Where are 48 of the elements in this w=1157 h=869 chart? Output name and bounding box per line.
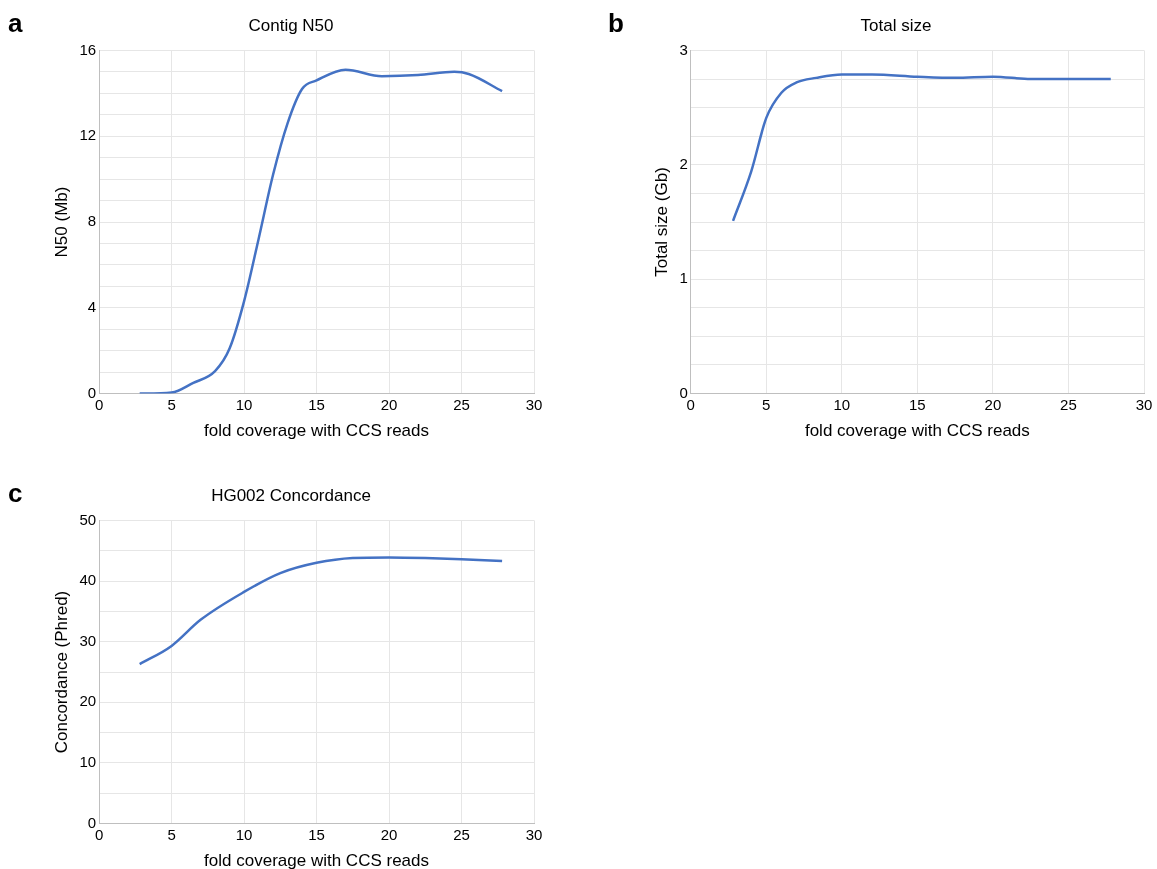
y-tick-label: 40	[79, 571, 97, 589]
x-tick-label: 20	[984, 395, 1002, 413]
x-tick-label: 10	[833, 395, 851, 413]
x-tick-label: 20	[380, 825, 398, 843]
x-axis-title: fold coverage with CCS reads	[804, 421, 1030, 441]
y-tick-label: 0	[87, 383, 97, 401]
y-tick-label: 4	[87, 297, 97, 315]
y-tick-label: 3	[679, 40, 688, 58]
text: b	[608, 8, 624, 39]
x-tick-label: 30	[525, 825, 543, 843]
x-tick-label: 15	[308, 395, 325, 413]
y-tick-label: 20	[79, 692, 97, 710]
x-tick-label: 30	[525, 395, 543, 413]
y-tick-label: 30	[79, 631, 97, 649]
chart-title: Contig N50	[248, 15, 334, 35]
x-tick-label: 25	[1060, 395, 1077, 413]
y-tick-label: 0	[87, 813, 97, 831]
y-tick-label: 2	[679, 154, 688, 172]
text: c	[8, 478, 23, 509]
y-tick-label: 16	[79, 40, 97, 58]
line-series	[731, 73, 1113, 223]
y-tick-label: 0	[679, 383, 688, 401]
chart-title: Total size	[860, 15, 932, 35]
line-series	[138, 68, 504, 394]
y-axis-title: Concordance (Phred)	[51, 590, 71, 754]
x-tick-label: 20	[380, 395, 398, 413]
x-tick-label: 15	[909, 395, 926, 413]
y-axis-title: N50 (Mb)	[51, 186, 71, 258]
x-axis-title: fold coverage with CCS reads	[204, 421, 429, 441]
x-tick-label: 10	[235, 395, 253, 413]
x-tick-label: 15	[308, 825, 325, 843]
x-tick-label: 5	[167, 395, 176, 413]
y-tick-label: 8	[87, 212, 97, 230]
x-tick-label: 25	[453, 825, 470, 843]
x-tick-label: 10	[235, 825, 253, 843]
x-tick-label: 30	[1135, 395, 1153, 413]
y-tick-label: 1	[679, 269, 688, 287]
x-tick-label: 5	[167, 825, 176, 843]
line-series	[138, 556, 504, 666]
x-axis-title: fold coverage with CCS reads	[204, 851, 429, 869]
text: a	[8, 8, 23, 39]
x-tick-label: 25	[453, 395, 470, 413]
y-axis-title: Total size (Gb)	[651, 167, 671, 277]
y-tick-label: 50	[79, 510, 97, 528]
x-tick-label: 5	[762, 395, 771, 413]
y-tick-label: 10	[79, 753, 97, 771]
chart-title: HG002 Concordance	[211, 485, 371, 505]
y-tick-label: 12	[79, 126, 97, 144]
